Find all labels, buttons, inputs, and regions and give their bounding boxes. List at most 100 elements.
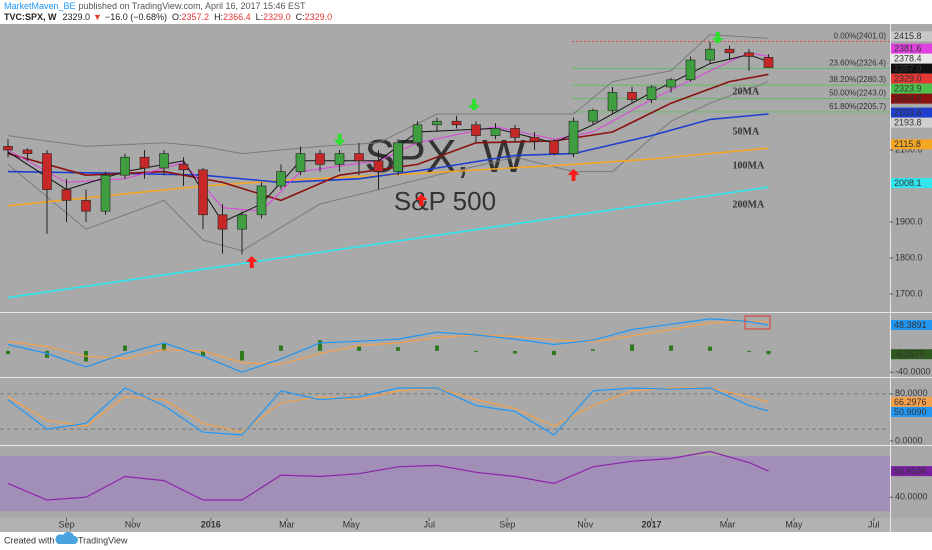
ohlc-value: 2357.2 bbox=[182, 12, 210, 22]
histogram-bar bbox=[240, 350, 245, 361]
watermark: S&P 500 bbox=[394, 186, 496, 216]
price-label: 2357.0 bbox=[894, 63, 922, 73]
candle-body bbox=[256, 185, 267, 216]
x-tick-label: Sep bbox=[58, 519, 74, 529]
last-price: 2329.0 bbox=[63, 12, 91, 22]
histogram-bar bbox=[766, 350, 771, 355]
candle-body bbox=[646, 86, 657, 100]
band bbox=[0, 455, 890, 512]
candle-body bbox=[139, 156, 150, 169]
series-label: 20MA bbox=[733, 87, 760, 98]
signal-arrow bbox=[333, 133, 346, 146]
candle-body bbox=[3, 146, 13, 151]
candle-body bbox=[705, 48, 715, 61]
series-label: 200MA bbox=[733, 199, 765, 210]
y-tick-label: 1800.0 bbox=[895, 252, 923, 262]
candle-body bbox=[276, 171, 286, 187]
x-tick-label: Mar bbox=[279, 519, 295, 529]
candle-body bbox=[763, 57, 774, 68]
histogram-bar bbox=[357, 346, 362, 351]
indicator-line bbox=[7, 320, 769, 365]
histogram-bar bbox=[435, 345, 440, 351]
candle-body bbox=[588, 110, 598, 122]
ohlc-value: 2329.0 bbox=[263, 12, 291, 22]
histogram-bar bbox=[396, 347, 401, 351]
x-tick-label: Mar bbox=[720, 519, 736, 529]
published: published on TradingView.com, April 16, … bbox=[79, 1, 306, 11]
indicator-line bbox=[7, 450, 769, 501]
candle-body bbox=[607, 92, 618, 111]
change: −16.0 (−0.68%) bbox=[105, 12, 167, 22]
candle-body bbox=[666, 79, 676, 88]
signal-arrow bbox=[468, 99, 481, 111]
x-tick-label: Nov bbox=[577, 519, 594, 529]
price-label: 2304.8 bbox=[894, 93, 922, 103]
series-label: 100MA bbox=[733, 160, 765, 171]
candle-body bbox=[120, 156, 130, 176]
candle-body bbox=[451, 120, 462, 126]
candle-body bbox=[217, 214, 228, 230]
price-label: 50.9090 bbox=[894, 407, 927, 417]
price-label: 48.3891 bbox=[894, 320, 927, 330]
price-label-box bbox=[891, 117, 932, 128]
histogram-bar bbox=[669, 345, 674, 351]
histogram-bar bbox=[630, 344, 635, 351]
publish-line: MarketMaven_BE published on TradingView.c… bbox=[4, 1, 306, 11]
candle-body bbox=[529, 137, 540, 142]
candle-body bbox=[61, 189, 72, 201]
price-label: 2323.9 bbox=[894, 83, 922, 93]
change-arrow: ▼ bbox=[93, 12, 102, 22]
y-tick-label: -40.0000 bbox=[895, 367, 931, 377]
candle-body bbox=[42, 153, 52, 190]
price-label-box bbox=[891, 93, 932, 104]
candle-body bbox=[22, 149, 33, 154]
x-tick-label: May bbox=[343, 519, 361, 529]
candle-body bbox=[549, 140, 559, 154]
price-label-box bbox=[891, 396, 932, 407]
indicator-line bbox=[7, 81, 769, 252]
ohlc: O:2357.2 H:2366.4 L:2329.0 C:2329.0 bbox=[172, 12, 332, 22]
plot-layer: SPX, WS&P 5000.00%(2401.0)23.60%(2326.4)… bbox=[0, 31, 932, 529]
price-label: 58.8568 bbox=[894, 466, 927, 476]
histogram-bar bbox=[513, 350, 518, 354]
price-label: 2378.4 bbox=[894, 53, 922, 63]
time-axis bbox=[0, 518, 932, 532]
candle-body bbox=[81, 200, 91, 212]
histogram-bar bbox=[44, 350, 49, 358]
indicator-line bbox=[7, 387, 769, 436]
author[interactable]: MarketMaven_BE bbox=[4, 1, 76, 11]
x-tick-label: Sep bbox=[499, 519, 515, 529]
x-tick-label: 2017 bbox=[641, 519, 661, 529]
candle-body bbox=[315, 153, 325, 165]
symbol: TVC:SPX, W bbox=[4, 12, 57, 22]
candle-body bbox=[159, 153, 169, 169]
price-label-box bbox=[891, 63, 932, 74]
symbol-line: TVC:SPX, W 2329.0 ▼ −16.0 (−0.68%) O:2357.2 H… bbox=[4, 12, 332, 22]
price-label-box bbox=[891, 31, 932, 42]
price-label-box bbox=[891, 139, 932, 150]
footer-brand[interactable]: TradingView bbox=[78, 535, 128, 545]
series-label: 50MA bbox=[733, 126, 760, 137]
histogram-bar bbox=[747, 350, 752, 352]
ohlc-key: H: bbox=[214, 12, 223, 22]
candle-body bbox=[354, 153, 364, 162]
price-label: 2193.8 bbox=[894, 118, 922, 128]
candle-body bbox=[490, 128, 501, 136]
price-label-box bbox=[891, 406, 932, 417]
candle-body bbox=[471, 124, 481, 136]
price-label-box bbox=[891, 83, 932, 94]
fib-label: 50.00%(2243.0) bbox=[829, 89, 886, 98]
x-tick-label: May bbox=[785, 519, 803, 529]
price-label-box bbox=[891, 53, 932, 64]
price-label: 2008.1 bbox=[894, 178, 922, 188]
y-tick-label: 1900.0 bbox=[895, 216, 923, 226]
logo bbox=[55, 531, 78, 544]
y-tick-label: 2100.0 bbox=[895, 144, 923, 154]
ohlc-key: L: bbox=[256, 12, 264, 22]
candle-body bbox=[198, 169, 208, 216]
candle-body bbox=[295, 153, 306, 172]
price-label-box bbox=[891, 466, 932, 477]
candle-body bbox=[568, 120, 579, 154]
fib-label: 23.60%(2326.4) bbox=[829, 59, 886, 68]
